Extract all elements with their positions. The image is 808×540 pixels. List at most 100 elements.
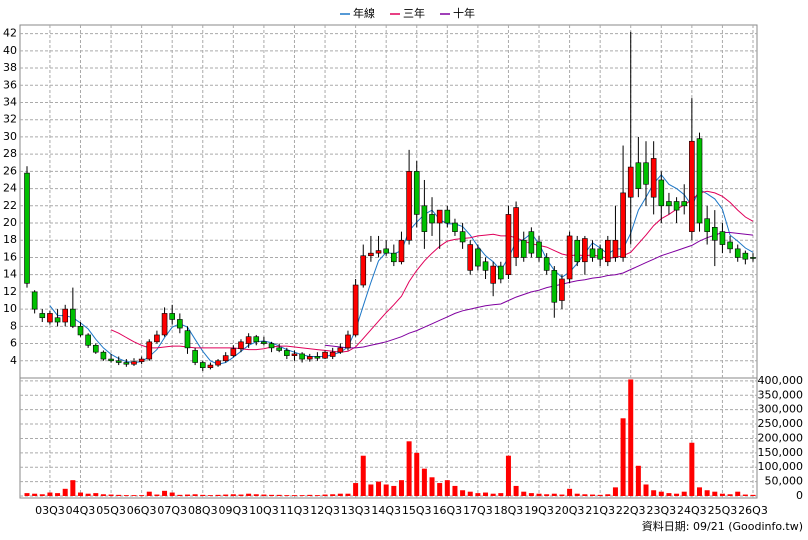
volume-bar [437,483,443,496]
volume-bar [605,494,611,496]
volume-bar [360,455,366,496]
volume-bar [750,494,756,496]
candle-body [620,192,626,258]
x-tick-label: 21Q3 [585,504,615,517]
candle-body [62,308,69,323]
volume-bar [100,494,106,496]
volume-bar [162,490,168,496]
candle-body [436,209,443,224]
y2-tick-label: 250,000 [758,417,804,430]
x-tick-label: 15Q3 [402,504,432,517]
candle-body [413,171,420,215]
y-tick-label: 24 [3,182,17,195]
x-tick-label: 08Q3 [188,504,218,517]
volume-bar [666,493,672,496]
volume-bar [483,492,489,496]
candle-body [337,347,344,353]
candle-body [215,360,221,366]
volume-bar [47,492,53,496]
candle-body [467,244,474,271]
y-tick-label: 6 [10,337,17,350]
x-tick-label: 14Q3 [371,504,401,517]
volume-bar [658,491,664,496]
legend-label: 三年 [403,6,425,20]
x-tick-label: 03Q3 [35,504,65,517]
volume-bar [628,379,634,496]
candle-body [482,261,489,271]
candle-body [391,252,397,263]
x-tick-label: 04Q3 [66,504,96,517]
candle-body [490,265,496,284]
volume-bar [635,465,641,496]
volume-bar [612,487,618,496]
volume-bar [77,492,83,496]
candle-body [222,355,229,362]
candle-body [146,341,153,360]
volume-bar [93,493,99,496]
candle-body [719,231,726,245]
volume-bar [108,494,114,496]
y-tick-label: 18 [3,233,17,246]
candle-body [100,351,107,360]
x-tick-label: 05Q3 [96,504,126,517]
volume-bar [284,495,290,496]
x-tick-label: 12Q3 [310,504,340,517]
candle-body [475,248,481,267]
candle-body [520,239,527,258]
candle-body [253,336,260,343]
volume-bar [597,494,603,496]
candle-body [406,171,412,241]
candle-body [589,248,596,258]
volume-bar [383,484,389,496]
candle-body [329,351,336,357]
volume-bar [131,495,137,496]
x-tick-label: 19Q3 [524,504,554,517]
volume-bar [421,468,427,496]
volume-bar [291,495,297,496]
volume-bar [444,480,450,496]
candle-body [238,341,244,350]
candle-body [643,162,649,185]
y2-tick-label: 0 [796,489,803,502]
volume-bar [398,480,404,496]
candle-body [498,265,504,280]
volume-bar [689,442,695,496]
marks [24,31,756,496]
volume-bar [376,481,382,496]
volume-bar [490,493,496,496]
volume-bar [24,493,30,496]
x-tick-label: 22Q3 [616,504,646,517]
volume-bar [314,495,320,496]
y-tick-label: 28 [3,147,17,160]
candle-body [123,362,130,365]
volume-bar [727,494,733,496]
volume-bar [154,494,160,496]
candle-body [184,330,191,349]
legend-label: 十年 [453,6,475,20]
y-tick-label: 40 [3,44,17,57]
volume-bar [169,492,175,496]
candle-body [284,350,290,356]
ma-line [324,232,754,349]
candle-body [92,344,99,353]
candle-body [199,362,206,368]
candle-body [421,205,428,232]
volume-bar [322,494,328,496]
volume-bar [460,490,466,496]
candle-body [452,222,458,232]
candle-body [299,353,305,360]
candle-body [551,270,558,303]
y-tick-label: 42 [3,27,17,40]
volume-bar [337,493,343,496]
volume-bar [70,480,76,496]
y-tick-label: 12 [3,285,17,298]
volume-bar [681,491,687,496]
volume-bar [269,494,275,496]
y2-tick-label: 200,000 [758,431,804,444]
volume-bar [651,490,657,496]
volume-bar [177,494,183,496]
volume-bar [712,491,718,496]
candle-body [169,313,175,320]
volume-bar [116,494,122,496]
volume-bar [697,487,703,496]
